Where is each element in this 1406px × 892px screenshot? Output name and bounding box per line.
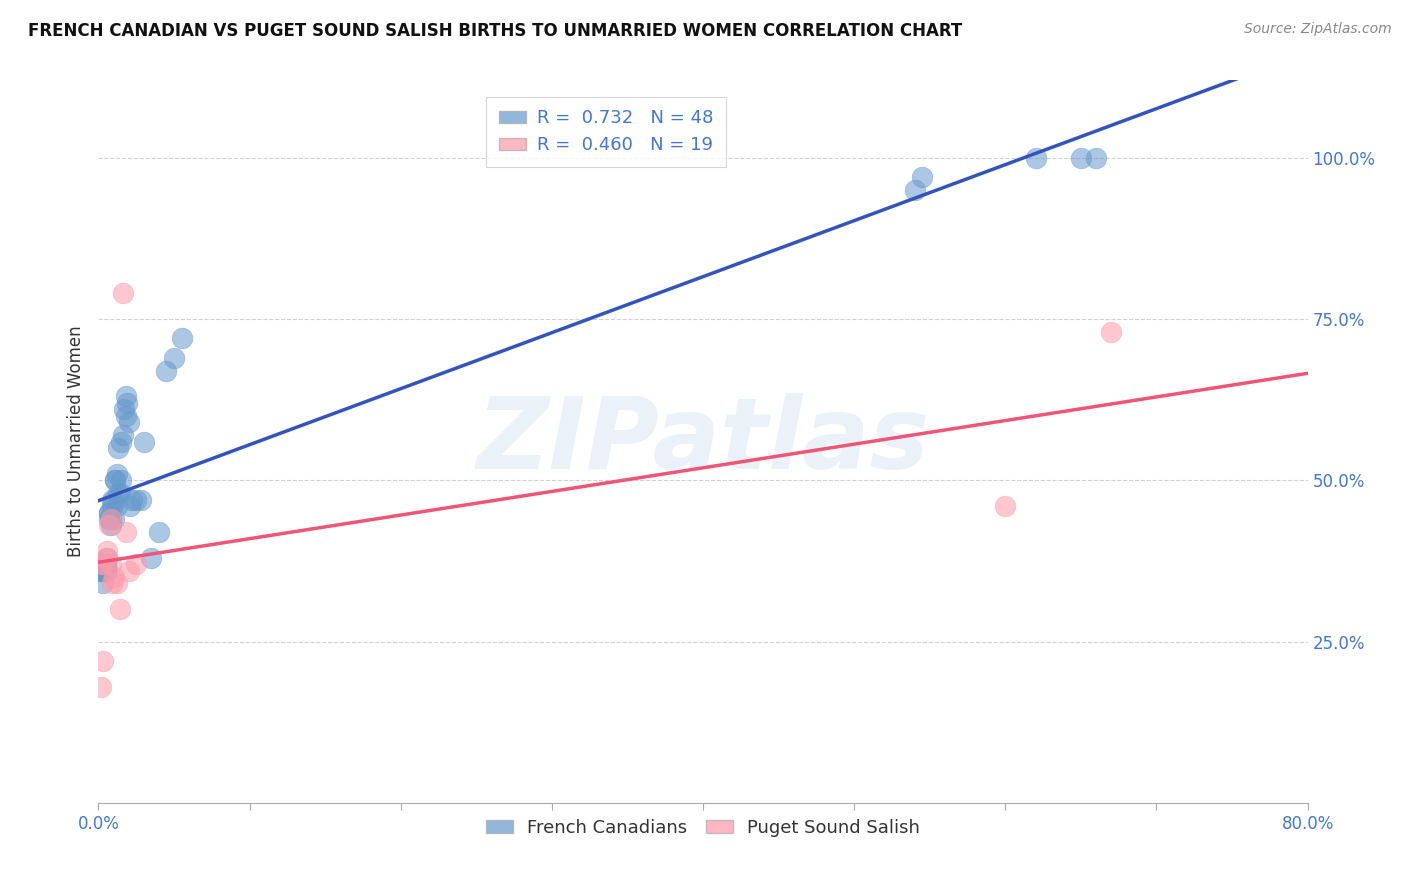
Point [911, 169, 934, 184]
Point [132, 434, 155, 449]
Point [104, 473, 127, 487]
Point [118, 564, 141, 578]
Point [98, 506, 121, 520]
Point [105, 467, 128, 481]
Point [104, 473, 127, 487]
Point [93, 557, 115, 571]
Point [89, 564, 111, 578]
Point [107, 486, 129, 500]
Point [107, 441, 129, 455]
Point [91, 654, 114, 668]
Point [105, 499, 128, 513]
Point [94, 564, 117, 578]
Point [1085, 151, 1108, 165]
Point [120, 499, 142, 513]
Point [89, 557, 111, 571]
Point [96, 550, 118, 565]
Point [141, 550, 163, 565]
Point [98, 518, 121, 533]
Point [110, 434, 132, 449]
Point [100, 512, 122, 526]
Point [101, 499, 124, 513]
Point [115, 396, 138, 410]
Point [101, 576, 124, 591]
Point [155, 363, 177, 377]
Point [105, 576, 128, 591]
Point [125, 492, 148, 507]
Point [148, 524, 170, 539]
Point [96, 544, 118, 558]
Point [111, 286, 134, 301]
Point [111, 428, 134, 442]
Point [93, 564, 115, 578]
Point [108, 602, 131, 616]
Point [94, 550, 117, 565]
Point [93, 564, 115, 578]
Point [90, 564, 112, 578]
Point [103, 492, 125, 507]
Point [96, 564, 118, 578]
Point [100, 512, 122, 526]
Point [112, 402, 135, 417]
Point [118, 415, 141, 429]
Point [100, 518, 122, 533]
Point [100, 557, 122, 571]
Point [125, 557, 148, 571]
Legend: French Canadians, Puget Sound Salish: French Canadians, Puget Sound Salish [478, 812, 928, 845]
Point [108, 486, 131, 500]
Point [94, 557, 117, 571]
Point [994, 499, 1017, 513]
Point [91, 576, 114, 591]
Point [904, 183, 927, 197]
Point [114, 409, 136, 423]
Point [163, 351, 186, 365]
Y-axis label: Births to Unmarried Women: Births to Unmarried Women [66, 326, 84, 558]
Point [114, 389, 136, 403]
Point [129, 492, 152, 507]
Point [114, 524, 136, 539]
Point [103, 570, 125, 584]
Point [98, 506, 121, 520]
Text: FRENCH CANADIAN VS PUGET SOUND SALISH BIRTHS TO UNMARRIED WOMEN CORRELATION CHAR: FRENCH CANADIAN VS PUGET SOUND SALISH BI… [28, 22, 962, 40]
Point [90, 680, 112, 694]
Point [101, 492, 124, 507]
Text: Source: ZipAtlas.com: Source: ZipAtlas.com [1244, 22, 1392, 37]
Text: ZIPatlas: ZIPatlas [477, 393, 929, 490]
Point [121, 492, 143, 507]
Point [1099, 325, 1122, 339]
Point [103, 512, 125, 526]
Point [110, 473, 132, 487]
Point [1024, 151, 1046, 165]
Point [1070, 151, 1092, 165]
Point [98, 512, 121, 526]
Point [170, 331, 193, 345]
